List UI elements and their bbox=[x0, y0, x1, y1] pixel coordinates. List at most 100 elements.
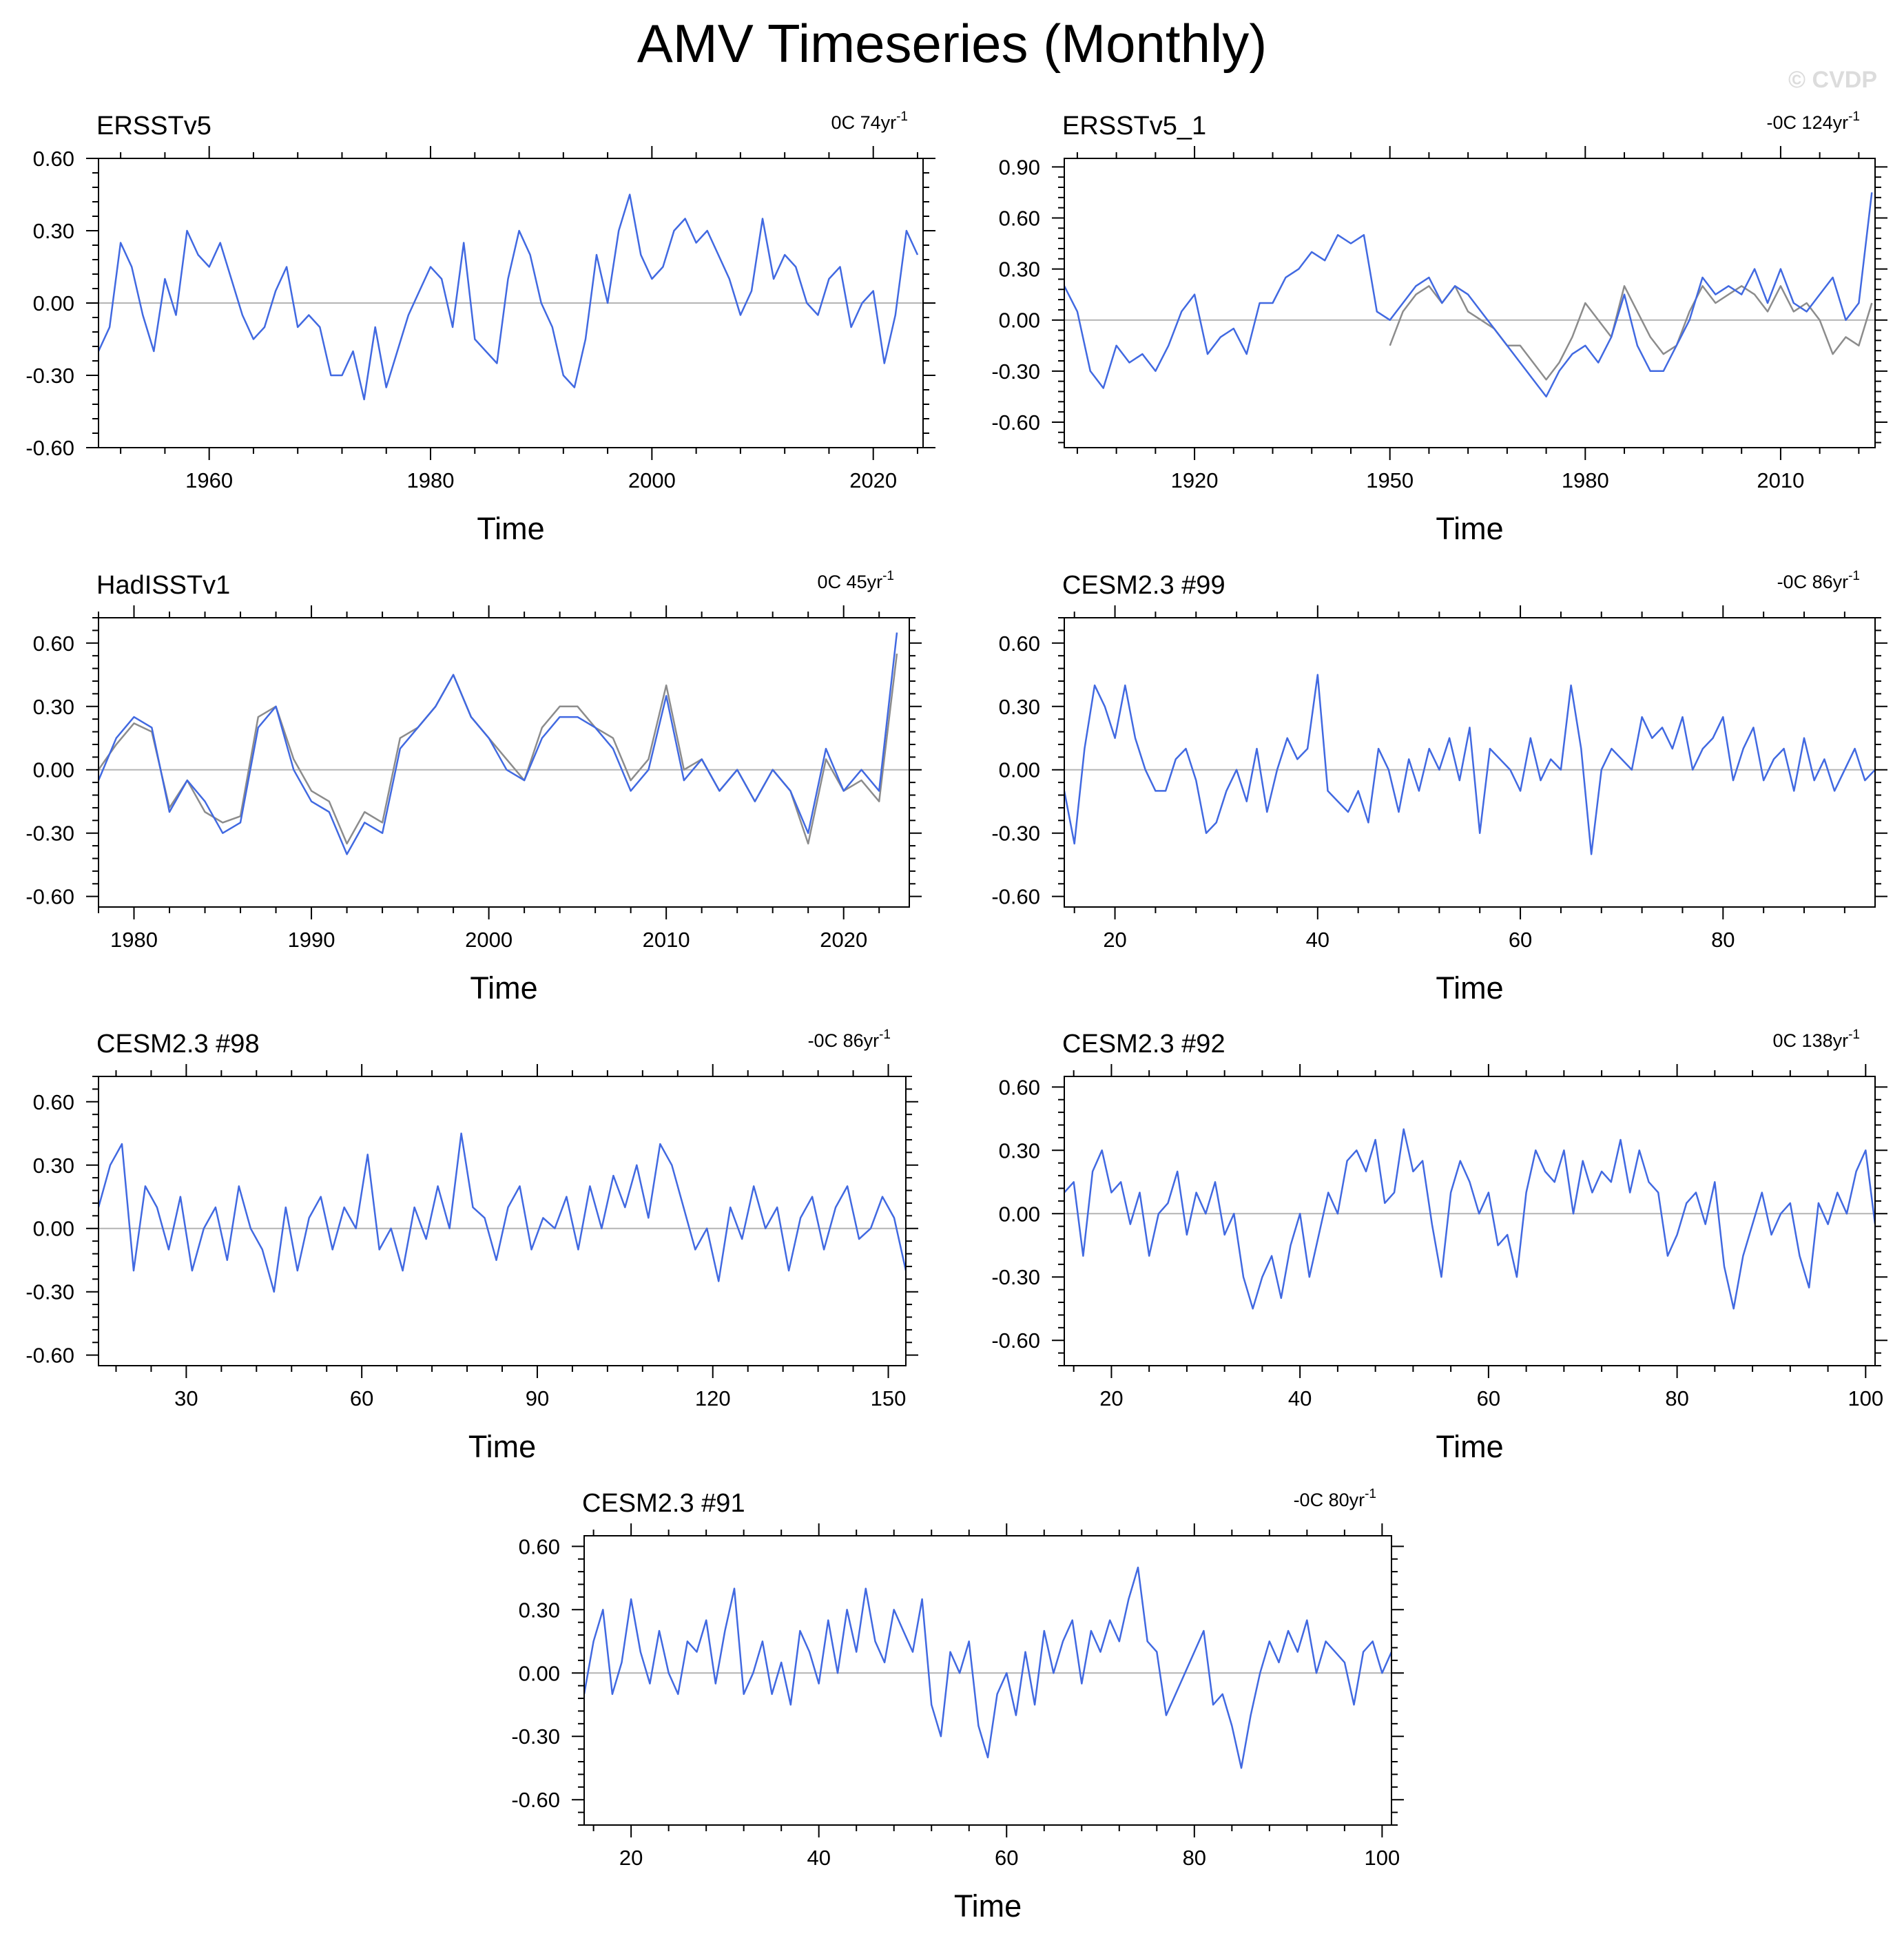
panel-title: ERSSTv5_1 bbox=[1062, 112, 1206, 140]
trend-value: 0C 45yr bbox=[818, 572, 883, 592]
x-tick-label: 2010 bbox=[643, 928, 690, 952]
x-tick-label: 40 bbox=[1288, 1386, 1312, 1410]
x-axis-title: Time bbox=[468, 1429, 536, 1464]
y-tick-label: -0.30 bbox=[991, 359, 1040, 384]
panel-title: CESM2.3 #91 bbox=[582, 1489, 745, 1518]
series-line-1 bbox=[1064, 1128, 1875, 1310]
y-tick-label: -0.30 bbox=[511, 1724, 560, 1749]
y-tick-label: 0.00 bbox=[33, 1217, 74, 1241]
trend-value: 0C 74yr bbox=[831, 112, 897, 133]
y-tick-label: -0.60 bbox=[25, 885, 74, 909]
panel-title: CESM2.3 #99 bbox=[1062, 571, 1225, 600]
x-axis-title: Time bbox=[1436, 1429, 1503, 1464]
x-tick-label: 40 bbox=[807, 1846, 830, 1870]
trend-annotation: 0C 138yr-1 bbox=[1773, 1028, 1860, 1051]
x-tick-label: 1980 bbox=[1562, 468, 1609, 492]
trend-exponent: -1 bbox=[879, 1028, 891, 1042]
x-tick-label: 1920 bbox=[1171, 468, 1219, 492]
y-tick-label: 0.00 bbox=[519, 1661, 560, 1685]
x-axis-title: Time bbox=[1436, 970, 1503, 1005]
x-tick-label: 1980 bbox=[110, 928, 158, 952]
y-tick-label: 0.60 bbox=[33, 1090, 74, 1114]
x-tick-label: 80 bbox=[1183, 1846, 1206, 1870]
y-tick-label: 0.60 bbox=[33, 632, 74, 656]
x-tick-label: 60 bbox=[1509, 928, 1532, 952]
y-tick-label: 0.00 bbox=[999, 758, 1040, 782]
x-tick-label: 1990 bbox=[288, 928, 335, 952]
series-line-1 bbox=[99, 194, 919, 401]
y-tick-label: 0.60 bbox=[999, 632, 1040, 656]
x-axis-title: Time bbox=[1436, 511, 1503, 546]
trend-exponent: -1 bbox=[1365, 1487, 1376, 1501]
plot-frame bbox=[583, 1535, 1392, 1826]
y-tick-label: 0.60 bbox=[999, 206, 1040, 230]
y-tick-label: 0.60 bbox=[999, 1075, 1040, 1099]
trend-annotation: -0C 86yr-1 bbox=[1777, 569, 1860, 592]
plot-frame bbox=[1064, 1076, 1876, 1366]
y-tick-label: 0.30 bbox=[33, 1154, 74, 1178]
plot-frame bbox=[98, 1076, 907, 1366]
x-tick-label: 40 bbox=[1306, 928, 1329, 952]
series-line-1 bbox=[99, 653, 898, 845]
x-tick-label: 100 bbox=[1848, 1386, 1883, 1410]
y-tick-label: 0.00 bbox=[33, 291, 74, 315]
y-tick-label: -0.60 bbox=[25, 436, 74, 460]
trend-value: -0C 124yr bbox=[1767, 112, 1849, 133]
y-tick-label: 0.60 bbox=[519, 1534, 560, 1559]
y-tick-label: -0.30 bbox=[991, 1265, 1040, 1289]
x-tick-label: 1980 bbox=[407, 468, 455, 492]
plot-frame bbox=[98, 617, 910, 908]
y-tick-label: 0.30 bbox=[519, 1598, 560, 1622]
x-tick-label: 100 bbox=[1365, 1846, 1400, 1870]
plot-frame bbox=[1064, 158, 1876, 448]
trend-value: -0C 86yr bbox=[808, 1030, 880, 1051]
panels-container: 1960 1980 2000 2020-0.60-0.300.000.300.60ER… bbox=[25, 110, 1887, 1924]
y-tick-label: -0.60 bbox=[991, 885, 1040, 909]
trend-exponent: -1 bbox=[1848, 1028, 1860, 1042]
y-tick-label: 0.00 bbox=[999, 309, 1040, 333]
trend-exponent: -1 bbox=[882, 569, 894, 583]
y-tick-label: 0.30 bbox=[33, 219, 74, 243]
y-tick-label: 0.00 bbox=[33, 758, 74, 782]
y-tick-label: 0.00 bbox=[999, 1202, 1040, 1226]
x-tick-label: 1960 bbox=[185, 468, 233, 492]
series-line-2 bbox=[99, 632, 898, 855]
x-axis-title: Time bbox=[470, 970, 537, 1005]
trend-annotation: 0C 74yr-1 bbox=[831, 110, 908, 133]
trend-exponent: -1 bbox=[896, 110, 908, 124]
x-tick-label: 30 bbox=[174, 1386, 198, 1410]
x-tick-label: 90 bbox=[526, 1386, 549, 1410]
x-tick-label: 80 bbox=[1711, 928, 1735, 952]
trend-annotation: 0C 45yr-1 bbox=[818, 569, 894, 592]
watermark: © CVDP bbox=[1788, 67, 1877, 93]
x-tick-label: 2000 bbox=[465, 928, 513, 952]
trend-value: -0C 80yr bbox=[1294, 1490, 1365, 1510]
panel-title: CESM2.3 #98 bbox=[96, 1030, 260, 1059]
x-tick-label: 20 bbox=[1103, 928, 1126, 952]
y-tick-label: -0.60 bbox=[991, 1328, 1040, 1353]
panel-title: ERSSTv5 bbox=[96, 112, 211, 140]
y-tick-label: -0.30 bbox=[25, 822, 74, 846]
x-tick-label: 2020 bbox=[820, 928, 867, 952]
trend-exponent: -1 bbox=[1848, 569, 1860, 583]
y-tick-label: -0.30 bbox=[991, 822, 1040, 846]
x-tick-label: 80 bbox=[1665, 1386, 1688, 1410]
series-line-1 bbox=[584, 1566, 1391, 1769]
panel-3: 1980 1990 2000 2010 2020 -0.60 -0.30 0.00 0.30 0.… bbox=[25, 569, 922, 1005]
x-tick-label: 150 bbox=[871, 1386, 907, 1410]
y-tick-label: 0.30 bbox=[999, 258, 1040, 282]
trend-value: 0C 138yr bbox=[1773, 1030, 1849, 1051]
plot-frame bbox=[1064, 617, 1876, 908]
series-line-2 bbox=[1064, 192, 1873, 398]
series-line-1 bbox=[1064, 674, 1875, 855]
panel-title: HadISSTv1 bbox=[96, 571, 230, 600]
trend-value: -0C 86yr bbox=[1777, 572, 1849, 592]
panel-4: 20 40 60 80 -0.60 -0.30 0.00 0.30 0.60 CESM2.3 #9… bbox=[991, 569, 1887, 1005]
x-tick-label: 20 bbox=[1099, 1386, 1123, 1410]
x-tick-label: 60 bbox=[350, 1386, 373, 1410]
trend-exponent: -1 bbox=[1848, 110, 1860, 124]
panel-7: 20 40 60 80 100 -0.60 -0.30 0.00 0.30 0.60 CESM2.3… bbox=[511, 1487, 1404, 1924]
trend-annotation: -0C 80yr-1 bbox=[1294, 1487, 1376, 1510]
y-tick-label: 0.30 bbox=[999, 695, 1040, 719]
x-tick-label: 2010 bbox=[1757, 468, 1804, 492]
